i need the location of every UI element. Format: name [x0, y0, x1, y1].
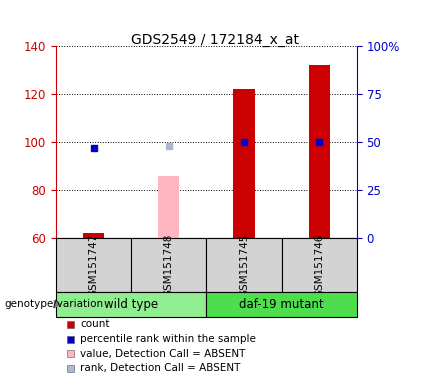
Polygon shape — [54, 300, 61, 309]
Text: count: count — [80, 319, 110, 329]
Text: rank, Detection Call = ABSENT: rank, Detection Call = ABSENT — [80, 363, 241, 373]
Bar — [206, 238, 282, 292]
Bar — [67, 350, 74, 357]
Text: GSM151747: GSM151747 — [89, 233, 98, 297]
Text: daf-19 mutant: daf-19 mutant — [240, 298, 324, 311]
Bar — [158, 175, 179, 238]
Text: GSM151746: GSM151746 — [314, 233, 324, 297]
Bar — [56, 238, 131, 292]
Bar — [56, 292, 206, 317]
Bar — [83, 233, 104, 238]
Bar — [67, 365, 74, 372]
Text: value, Detection Call = ABSENT: value, Detection Call = ABSENT — [80, 349, 246, 359]
Text: GSM151745: GSM151745 — [239, 233, 249, 297]
Bar — [131, 238, 206, 292]
Bar — [206, 292, 357, 317]
Text: percentile rank within the sample: percentile rank within the sample — [80, 334, 256, 344]
Bar — [67, 321, 74, 328]
Text: wild type: wild type — [104, 298, 158, 311]
Bar — [282, 238, 357, 292]
Text: GSM151748: GSM151748 — [164, 233, 174, 297]
Text: GDS2549 / 172184_x_at: GDS2549 / 172184_x_at — [131, 33, 299, 46]
Bar — [309, 65, 330, 238]
Text: genotype/variation: genotype/variation — [4, 299, 104, 309]
Bar — [233, 89, 255, 238]
Bar — [67, 336, 74, 343]
